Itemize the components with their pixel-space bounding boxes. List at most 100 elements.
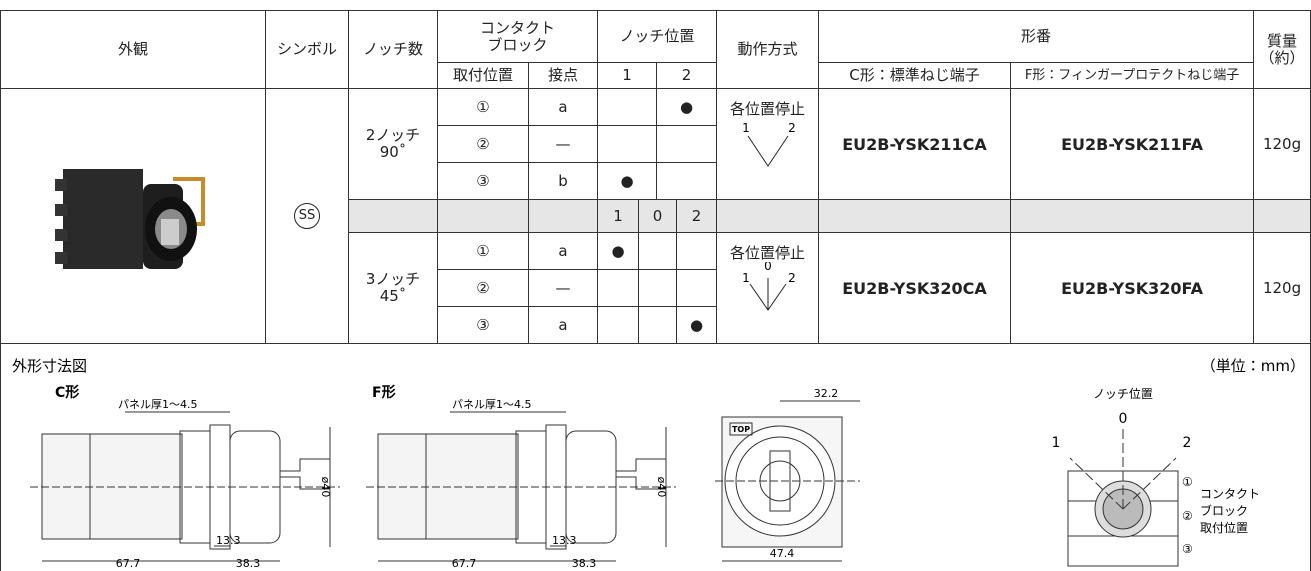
mark <box>597 269 640 307</box>
dim-label: 38.3 <box>236 557 261 570</box>
mark <box>676 232 718 270</box>
operation-position: 1 <box>742 271 750 285</box>
mass: 120g <box>1253 88 1311 200</box>
operation-position: 1 <box>742 121 750 135</box>
notch-position: 1 <box>1052 435 1061 451</box>
mark <box>656 125 718 163</box>
dim-label: 32.2 <box>814 387 839 400</box>
header: 動作方式 <box>716 10 820 89</box>
operation: 各位置停止 1 0 2 <box>716 232 820 344</box>
operation-diagram: 1 0 2 <box>742 259 796 311</box>
c-part: EU2B-YSK320CA <box>818 232 1012 344</box>
blank <box>437 199 529 233</box>
position: ① <box>437 232 529 270</box>
blank <box>1253 199 1311 233</box>
header: 形番 <box>818 10 1255 63</box>
f-part: EU2B-YSK211FA <box>1010 88 1255 200</box>
contact: a <box>527 232 599 270</box>
dim-label: ø40 <box>319 477 332 498</box>
product-image <box>0 88 266 344</box>
symbol: SS <box>294 203 320 229</box>
contact: — <box>527 125 599 163</box>
contact: b <box>527 162 599 200</box>
dim-label: パネル厚1～4.5 <box>452 398 532 411</box>
header: C形：標準ねじ端子 <box>818 62 1012 89</box>
c-drawing <box>30 411 340 562</box>
header: ノッチ位置 <box>597 10 718 63</box>
mark <box>638 232 678 270</box>
header: 外観 <box>0 10 266 89</box>
notch-title: ノッチ位置 <box>1093 387 1153 401</box>
legend-line: コンタクト <box>1200 487 1260 501</box>
position: ③ <box>437 306 529 344</box>
spec-table: 外観 シンボル ノッチ数 コンタクト ブロック ノッチ位置 動作方式 形番 質量（… <box>0 10 1311 344</box>
dim-label: 47.4 <box>770 547 795 560</box>
mark <box>638 306 678 344</box>
mark <box>638 269 678 307</box>
header: 2 <box>656 62 718 89</box>
notch-count: 3ノッチ 45˚ <box>348 232 438 344</box>
header: 質量 （約） <box>1253 10 1311 89</box>
mark: ● <box>597 162 658 200</box>
dim-label: パネル厚1～4.5 <box>118 398 198 411</box>
notch-count-line: 3ノッチ <box>365 270 421 288</box>
position: ③ <box>437 162 529 200</box>
notch-count-line: 90˚ <box>379 143 407 161</box>
front-view <box>715 400 860 562</box>
dimension-drawings: 外形寸法図 （単位：mm） C形 パネル厚1～4.5 ø40 67.7 13.3… <box>0 341 1311 571</box>
section-title: 外形寸法図 <box>12 357 87 375</box>
notch-position: 2 <box>1183 435 1192 451</box>
header-line: （約） <box>1259 48 1305 67</box>
c-part: EU2B-YSK211CA <box>818 88 1012 200</box>
header: ノッチ数 <box>348 10 438 89</box>
mark: ● <box>597 232 640 270</box>
blank <box>348 199 438 233</box>
header: F形：フィンガープロテクトねじ端子 <box>1010 62 1255 89</box>
notch-count-line: 2ノッチ <box>365 126 421 144</box>
notch-count-line: 45˚ <box>379 287 407 305</box>
dim-label: ø40 <box>655 477 668 498</box>
c-label: C形 <box>55 384 79 401</box>
contact: a <box>527 306 599 344</box>
blank <box>1010 199 1255 233</box>
mark <box>656 162 718 200</box>
mass: 120g <box>1253 232 1311 344</box>
operation-label: 各位置停止 <box>730 244 806 262</box>
position: ② <box>437 269 529 307</box>
notch-header: 2 <box>676 199 718 233</box>
top-mark: TOP <box>732 425 750 434</box>
blank <box>527 199 599 233</box>
switch-photo <box>55 169 205 269</box>
notch-count: 2ノッチ 90˚ <box>348 88 438 200</box>
header-line: 質量 <box>1267 31 1298 50</box>
f-drawing <box>366 411 676 562</box>
header: 1 <box>597 62 658 89</box>
header-line: ブロック <box>487 35 548 54</box>
legend-line: 取付位置 <box>1200 521 1248 535</box>
blank <box>818 199 1012 233</box>
header: シンボル <box>265 10 349 89</box>
unit: （単位：mm） <box>1201 357 1305 375</box>
mark: ● <box>656 88 718 126</box>
operation-position: 2 <box>788 271 796 285</box>
dim-label: 13.3 <box>216 534 241 547</box>
header-line: コンタクト <box>480 18 556 37</box>
notch-diagram <box>1067 429 1179 567</box>
header: 接点 <box>527 62 599 89</box>
f-label: F形 <box>372 384 396 401</box>
notch-header: 1 <box>597 199 640 233</box>
mark: ● <box>676 306 718 344</box>
position: ② <box>437 125 529 163</box>
notch-position: 0 <box>1119 411 1128 427</box>
operation-position: 2 <box>788 121 796 135</box>
dim-label: 13.3 <box>552 534 577 547</box>
contact: — <box>527 269 599 307</box>
f-part: EU2B-YSK320FA <box>1010 232 1255 344</box>
operation-position: 0 <box>764 262 772 273</box>
block-number: ① <box>1182 475 1193 489</box>
operation-label: 各位置停止 <box>730 100 806 118</box>
legend-line: ブロック <box>1200 503 1248 518</box>
dim-label: 67.7 <box>116 557 141 570</box>
header: コンタクト ブロック <box>436 10 599 63</box>
